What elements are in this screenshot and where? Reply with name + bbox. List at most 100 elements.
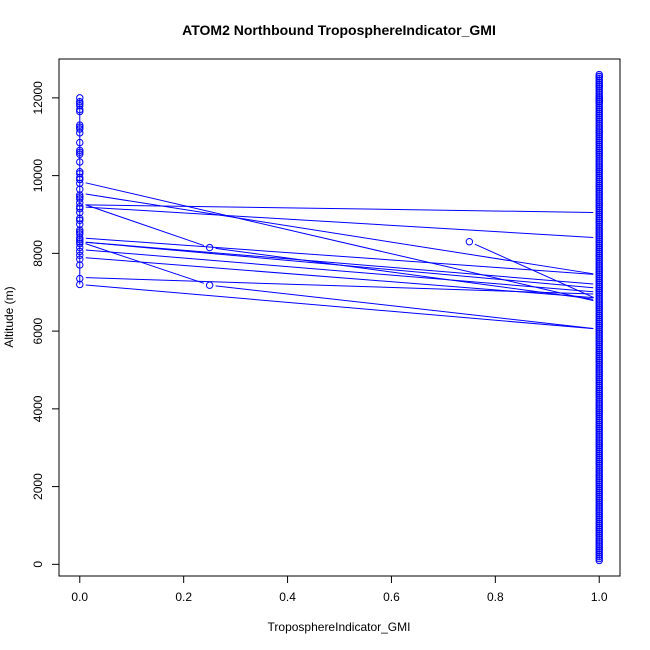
data-point [595,381,603,390]
data-point [595,531,603,539]
data-point [595,397,603,405]
data-point [595,191,603,199]
data-point [595,158,603,166]
data-point [595,370,603,378]
data-point [205,243,214,252]
data-point [595,237,603,246]
data-point [595,154,603,162]
data-point [595,152,603,160]
data-point [595,222,603,230]
data-point [595,72,603,81]
data-point [595,552,603,561]
data-point [595,315,603,324]
data-point [595,156,603,164]
data-point [595,512,603,520]
data-point [595,556,603,565]
data-point [595,350,603,359]
data-point [595,432,603,440]
data-point [595,412,603,421]
data-point [595,440,603,448]
data-point [595,515,603,524]
data-point [595,90,603,98]
data-point [595,442,603,450]
data-point [595,208,603,217]
x-tick-label: 1.0 [591,590,608,604]
data-point [595,405,603,413]
data-point [595,300,603,308]
data-point [595,280,603,289]
data-point [595,323,603,331]
data-point [595,179,603,188]
data-point [595,100,603,108]
data-point [595,78,603,87]
data-point [595,537,603,545]
data-point [595,228,603,236]
data-point [595,239,603,248]
data-point [595,341,603,349]
data-point [595,226,603,234]
data-point [595,164,603,172]
data-point [595,387,603,396]
data-point [595,389,603,398]
data-point [595,253,603,261]
data-point [595,263,603,271]
data-point [595,535,603,543]
data-point [595,480,603,489]
data-point [595,451,603,460]
data-point [595,508,603,516]
data-point [595,265,603,273]
data-point [595,401,603,409]
data-point [595,84,603,92]
data-point [595,465,603,473]
data-point [595,105,603,114]
data-point [595,319,603,328]
series-points [76,70,603,565]
data-point [595,199,603,207]
data-point [595,269,603,277]
data-point [595,125,603,133]
data-point [595,492,603,501]
data-point [595,169,603,178]
data-point [595,502,603,510]
x-tick-label: 0.4 [279,590,296,604]
data-point [595,230,603,238]
data-point [595,74,603,83]
data-point [595,183,603,191]
series-line-segment [85,277,594,295]
data-point [595,187,603,195]
data-point [595,383,603,392]
data-point [595,377,603,386]
data-point [595,506,603,514]
data-point [595,366,603,374]
data-point [595,288,603,296]
data-point [595,204,603,213]
data-point [595,109,603,118]
data-point [595,234,603,242]
data-point [595,259,603,267]
data-point [595,129,603,137]
data-point [595,136,603,145]
data-point [595,444,603,452]
series-line-segment [85,284,594,330]
series-lines [85,182,594,330]
data-point [595,94,603,102]
y-tick-label: 2000 [31,473,45,500]
data-point [595,197,603,205]
data-point [595,144,603,153]
data-point [595,409,603,417]
data-point [595,313,603,322]
data-point [595,181,603,190]
series-line-segment [85,204,594,213]
data-point [595,533,603,541]
data-point [595,327,603,335]
y-axis-label: Altitude (m) [2,286,16,347]
data-point [595,121,603,129]
data-point [595,523,603,532]
data-point [595,88,603,96]
data-point [595,162,603,170]
data-point [595,107,603,116]
data-point [595,525,603,534]
data-point [595,243,603,252]
series-line-segment [85,206,594,238]
